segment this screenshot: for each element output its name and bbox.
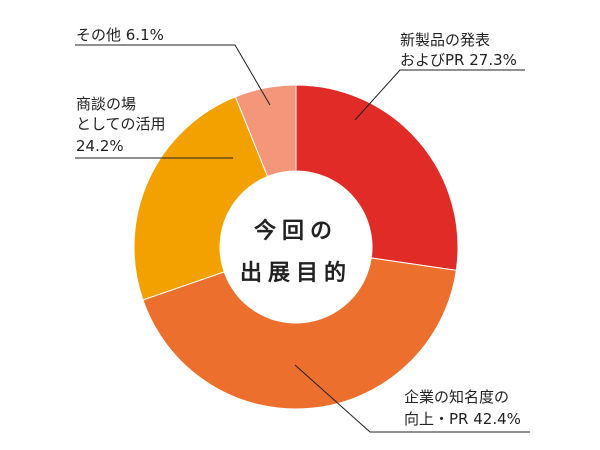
leader-line-new-products [354,69,525,121]
slice-label-awareness-line-1: 企業の知名度の [404,388,509,406]
slices [133,84,459,410]
slice-label-awareness-line-2: 向上・PR 42.4% [404,410,521,428]
leader-line-other [75,44,271,106]
donut-hole [220,171,372,323]
slice-label-other: その他 6.1% [76,26,164,44]
center-title-line-2: 出展目的 [240,260,352,286]
slice-label-business-line-2: としての活用 [76,115,166,133]
slice-label-business-line-3: 24.2% [76,137,124,155]
center-title-line-1: 今回の [254,218,338,244]
slice-label-new-products-line-1: 新製品の発表 [400,31,490,49]
leader-line-awareness [294,364,530,433]
slice-label-business-line-1: 商談の場 [76,95,136,113]
slice-label-new-products-line-2: およびPR 27.3% [400,51,517,69]
